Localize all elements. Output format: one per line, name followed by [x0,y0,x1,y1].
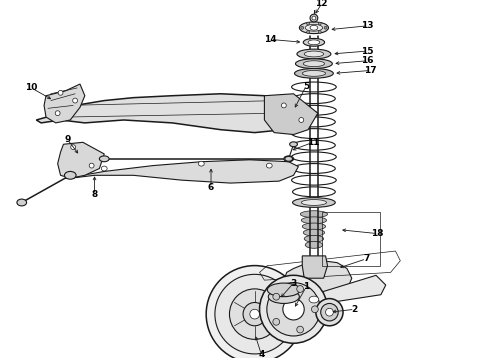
Ellipse shape [229,289,280,339]
Polygon shape [284,261,352,302]
Ellipse shape [267,163,272,168]
Text: 9: 9 [64,135,71,144]
Text: 16: 16 [361,56,373,65]
Text: 13: 13 [361,21,373,30]
Ellipse shape [17,199,26,206]
Ellipse shape [260,275,327,343]
Ellipse shape [318,22,321,25]
Ellipse shape [325,308,333,316]
Ellipse shape [310,25,318,30]
Ellipse shape [301,217,326,224]
Ellipse shape [250,309,260,319]
Text: 12: 12 [316,0,328,8]
Ellipse shape [58,90,63,95]
Ellipse shape [310,14,318,22]
Ellipse shape [312,16,316,20]
Ellipse shape [302,71,325,76]
Ellipse shape [297,326,303,333]
Ellipse shape [89,163,94,168]
Ellipse shape [198,161,204,166]
Ellipse shape [304,51,323,57]
Text: 8: 8 [92,190,98,199]
Ellipse shape [305,242,322,248]
Ellipse shape [297,49,331,59]
Ellipse shape [295,59,332,68]
Ellipse shape [55,111,60,116]
Text: 7: 7 [363,254,369,263]
Ellipse shape [309,296,319,303]
Ellipse shape [297,285,303,292]
Ellipse shape [299,22,328,33]
Ellipse shape [304,294,323,305]
Ellipse shape [281,103,286,108]
Ellipse shape [300,211,327,217]
Ellipse shape [73,98,77,103]
Ellipse shape [307,22,310,25]
Ellipse shape [273,319,280,325]
Ellipse shape [290,142,297,147]
Ellipse shape [269,290,299,303]
Ellipse shape [299,118,304,122]
Bar [322,212,380,266]
Ellipse shape [268,283,300,297]
Ellipse shape [312,306,318,313]
Polygon shape [44,84,85,123]
Text: 14: 14 [264,35,276,44]
Ellipse shape [316,298,343,326]
Text: 11: 11 [307,138,319,147]
Ellipse shape [324,26,327,29]
Ellipse shape [215,274,294,354]
Ellipse shape [243,302,267,326]
Ellipse shape [304,235,323,242]
Text: 15: 15 [361,46,373,55]
Text: 6: 6 [208,184,214,193]
Ellipse shape [308,40,320,45]
Ellipse shape [206,266,303,360]
Ellipse shape [99,156,109,162]
Text: 1: 1 [303,283,309,292]
Ellipse shape [273,293,280,300]
Ellipse shape [285,156,293,161]
Ellipse shape [283,298,304,320]
Ellipse shape [305,24,322,31]
Ellipse shape [101,166,107,171]
Ellipse shape [71,145,75,150]
Text: 3: 3 [291,279,296,288]
Polygon shape [66,160,298,183]
Polygon shape [313,275,386,305]
Polygon shape [36,94,318,132]
Polygon shape [58,142,104,178]
Ellipse shape [301,199,326,206]
Ellipse shape [318,31,321,33]
Ellipse shape [294,68,333,78]
Text: 5: 5 [303,81,309,90]
Text: 2: 2 [351,305,358,314]
Ellipse shape [303,39,324,46]
Ellipse shape [307,31,310,33]
Ellipse shape [65,171,76,179]
Text: 4: 4 [258,350,265,359]
Ellipse shape [303,61,324,67]
Text: 17: 17 [364,66,376,75]
Ellipse shape [267,283,320,336]
Ellipse shape [321,303,338,321]
Text: 18: 18 [371,229,383,238]
Ellipse shape [284,156,294,162]
Text: 10: 10 [25,84,38,93]
Ellipse shape [301,26,304,29]
Ellipse shape [302,223,325,230]
Ellipse shape [303,229,324,236]
Polygon shape [265,94,318,135]
Polygon shape [302,256,327,278]
Ellipse shape [293,198,335,207]
